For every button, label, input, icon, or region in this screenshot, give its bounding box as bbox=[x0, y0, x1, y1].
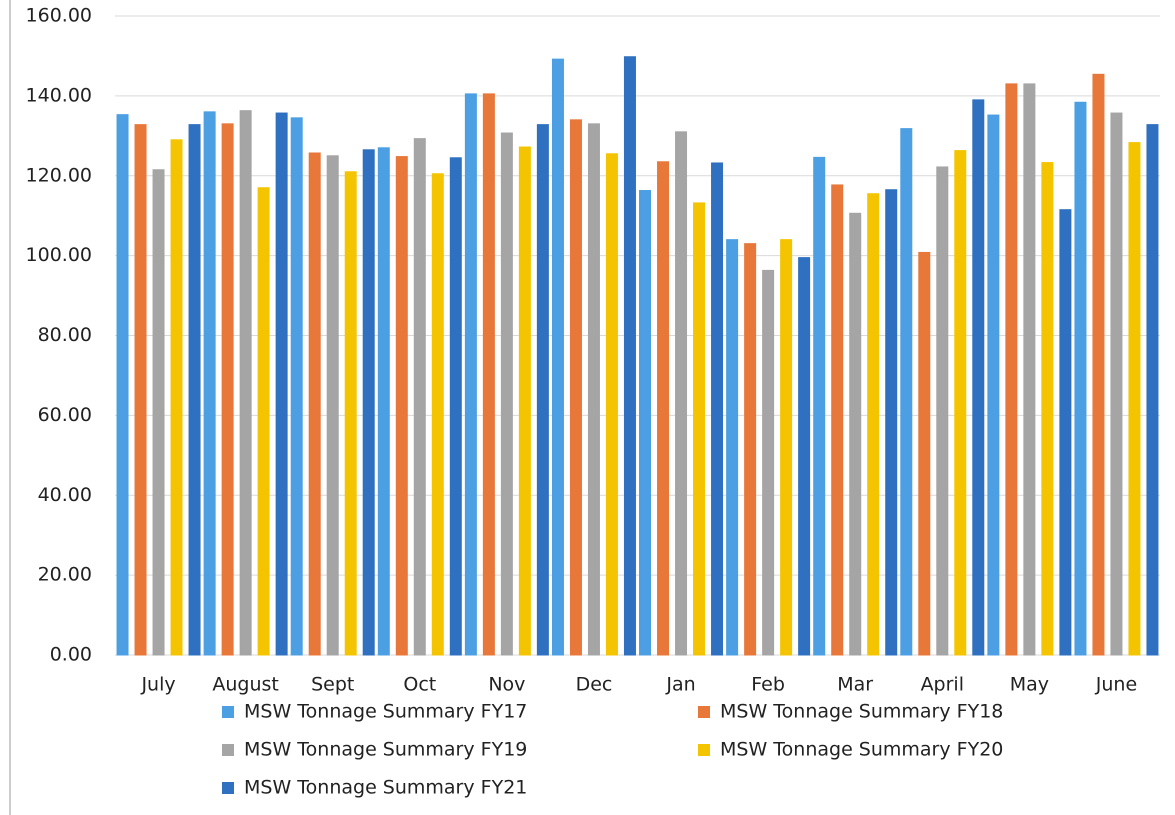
bar bbox=[1146, 124, 1159, 656]
bar bbox=[257, 187, 270, 656]
x-tick-label: Sept bbox=[311, 674, 354, 696]
bar bbox=[936, 166, 949, 656]
bar bbox=[900, 128, 913, 656]
x-tick-label: Feb bbox=[751, 674, 785, 696]
bar bbox=[972, 99, 985, 656]
bar bbox=[449, 157, 462, 656]
legend-label: MSW Tonnage Summary FY21 bbox=[244, 777, 527, 799]
bar bbox=[500, 132, 513, 656]
y-tick-label: 0.00 bbox=[50, 644, 92, 666]
bar bbox=[1110, 112, 1123, 656]
bar bbox=[170, 139, 183, 656]
bar bbox=[203, 111, 216, 656]
bar bbox=[657, 161, 670, 656]
bar bbox=[867, 193, 880, 656]
x-tick-label: Dec bbox=[576, 674, 613, 696]
bar bbox=[1005, 83, 1018, 656]
bar bbox=[308, 152, 321, 656]
bar bbox=[918, 251, 931, 656]
bar bbox=[290, 117, 303, 656]
bar bbox=[431, 173, 444, 656]
bar bbox=[1041, 162, 1054, 656]
bar bbox=[395, 156, 408, 656]
bar bbox=[693, 202, 706, 656]
bar bbox=[762, 269, 775, 656]
y-tick-label: 160.00 bbox=[26, 5, 92, 27]
legend-swatch bbox=[222, 706, 234, 718]
bar bbox=[1074, 101, 1087, 656]
legend-label: MSW Tonnage Summary FY19 bbox=[244, 739, 527, 761]
y-tick-label: 140.00 bbox=[26, 84, 92, 106]
bar bbox=[849, 212, 862, 656]
legend-swatch bbox=[222, 782, 234, 794]
bar bbox=[116, 114, 129, 656]
bar bbox=[587, 123, 600, 656]
bar bbox=[188, 124, 201, 656]
bar bbox=[134, 124, 147, 656]
bar bbox=[152, 169, 165, 656]
bar bbox=[885, 189, 898, 656]
y-tick-label: 60.00 bbox=[38, 404, 92, 426]
bar bbox=[623, 56, 636, 656]
x-tick-label: April bbox=[921, 674, 964, 696]
bar bbox=[1092, 73, 1105, 656]
bar bbox=[569, 119, 582, 656]
bar bbox=[780, 239, 793, 656]
legend-label: MSW Tonnage Summary FY20 bbox=[720, 739, 1003, 761]
bar bbox=[813, 156, 826, 656]
bar bbox=[726, 239, 739, 656]
y-tick-label: 100.00 bbox=[26, 244, 92, 266]
legend-swatch bbox=[698, 706, 710, 718]
bar bbox=[239, 110, 252, 656]
x-tick-label: May bbox=[1010, 674, 1049, 696]
y-tick-label: 40.00 bbox=[38, 484, 92, 506]
y-tick-label: 120.00 bbox=[26, 164, 92, 186]
x-tick-label: Mar bbox=[837, 674, 873, 696]
bar bbox=[675, 131, 688, 656]
bar bbox=[798, 257, 811, 656]
x-tick-label: August bbox=[212, 674, 279, 696]
bar bbox=[744, 243, 757, 656]
bar bbox=[536, 124, 549, 656]
bar bbox=[551, 58, 564, 656]
legend-swatch bbox=[222, 744, 234, 756]
bar bbox=[518, 146, 531, 656]
bar bbox=[605, 153, 618, 656]
legend-label: MSW Tonnage Summary FY17 bbox=[244, 701, 527, 723]
x-tick-label: June bbox=[1095, 674, 1137, 696]
bar bbox=[326, 155, 339, 656]
x-tick-label: Oct bbox=[403, 674, 436, 696]
x-tick-label: Jan bbox=[665, 674, 695, 696]
bar bbox=[377, 147, 390, 656]
x-tick-label: July bbox=[140, 674, 175, 696]
bar bbox=[413, 138, 426, 656]
bar bbox=[221, 123, 234, 656]
bar bbox=[344, 171, 357, 656]
y-tick-label: 80.00 bbox=[38, 324, 92, 346]
bar bbox=[987, 114, 1000, 656]
x-tick-label: Nov bbox=[488, 674, 525, 696]
bar bbox=[482, 93, 495, 656]
bar bbox=[1023, 83, 1036, 656]
bar bbox=[275, 112, 288, 656]
legend-swatch bbox=[698, 744, 710, 756]
bar bbox=[831, 184, 844, 656]
bar bbox=[711, 162, 724, 656]
bar bbox=[639, 190, 652, 656]
bar bbox=[464, 93, 477, 656]
y-tick-label: 20.00 bbox=[38, 564, 92, 586]
bar bbox=[1128, 142, 1141, 656]
bar bbox=[1059, 209, 1072, 656]
legend-label: MSW Tonnage Summary FY18 bbox=[720, 701, 1003, 723]
bar bbox=[362, 149, 375, 656]
bar bbox=[954, 150, 967, 656]
